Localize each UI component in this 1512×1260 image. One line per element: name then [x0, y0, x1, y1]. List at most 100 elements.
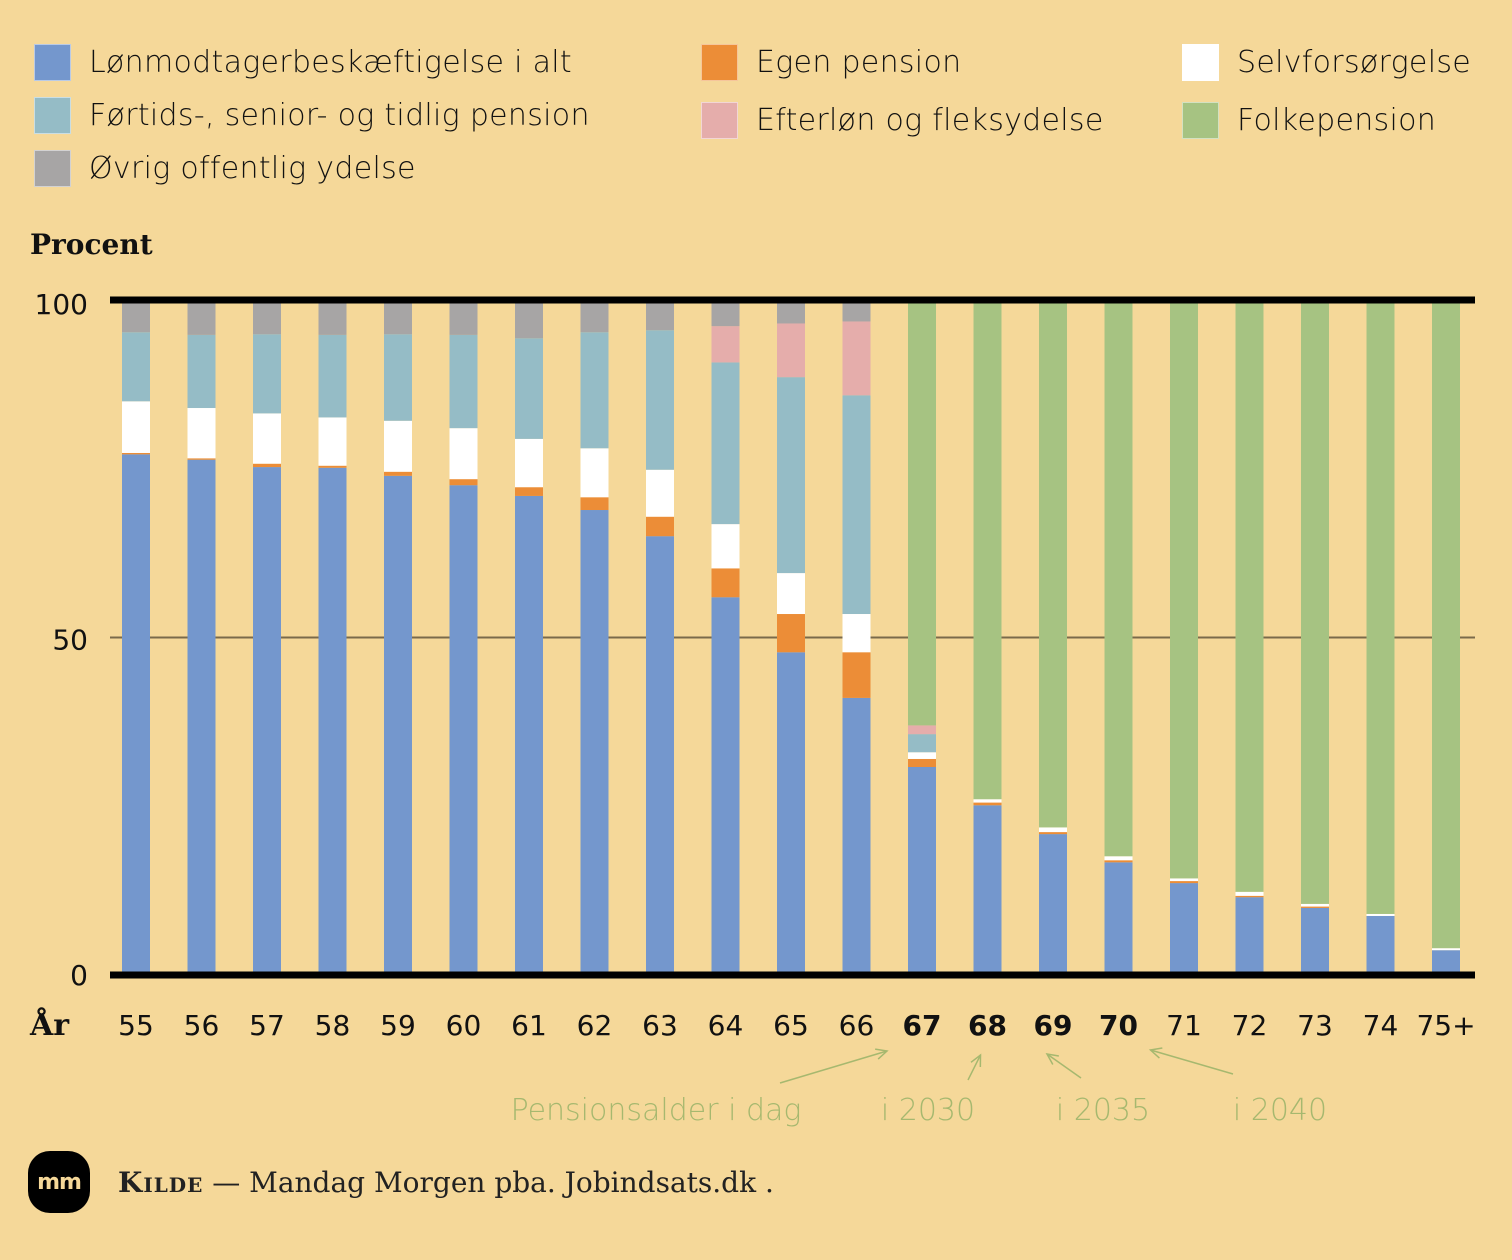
x-tick-label: 58 [315, 1009, 351, 1042]
legend-item-folkepension: Folkepension [1182, 100, 1436, 140]
bar-segment [1235, 897, 1264, 973]
footer: mm Kilde — Mandag Morgen pba. Jobindsats… [28, 1151, 774, 1213]
bar-segment [580, 448, 609, 498]
x-tick-label: 60 [446, 1009, 482, 1042]
bar-group-75+ [1432, 302, 1460, 973]
legend-item-egen-pension: Egen pension [701, 42, 961, 82]
legend-swatch [1182, 43, 1219, 81]
source-text: Mandag Morgen pba. Jobindsats.dk . [249, 1165, 774, 1199]
bar-segment [580, 332, 609, 449]
annotation-label: i 2035 [1056, 1093, 1150, 1128]
bars [122, 302, 1460, 973]
bar-group-68 [973, 302, 1002, 973]
bar-segment [384, 471, 412, 476]
legend-swatch [34, 96, 71, 134]
x-tick-label: 65 [773, 1009, 809, 1042]
annotation: i 2035 [1045, 1053, 1150, 1128]
bar-segment [973, 799, 1002, 803]
bar-group-59 [384, 302, 412, 973]
bar-segment [515, 338, 543, 439]
bar-segment [580, 510, 609, 973]
annotation-arrow [1046, 1053, 1082, 1079]
bar-segment [1039, 832, 1067, 835]
x-tick-label: 70 [1099, 1009, 1138, 1042]
legend-swatch [701, 101, 738, 139]
x-axis-title: År [29, 1007, 70, 1043]
bar-group-61 [515, 302, 543, 973]
annotation-label: i 2030 [881, 1093, 975, 1128]
bar-group-73 [1301, 302, 1329, 973]
legend-item-loenmodtager: Lønmodtagerbeskæftigelse i alt [34, 42, 572, 82]
source-line: Kilde — Mandag Morgen pba. Jobindsats.dk… [118, 1166, 774, 1199]
bar-segment [711, 568, 740, 598]
bar-group-58 [318, 302, 347, 973]
x-tick-label: 71 [1166, 1009, 1202, 1042]
bar-segment [253, 413, 281, 464]
bar-group-71 [1170, 302, 1198, 973]
bar-segment [908, 767, 936, 973]
x-tick-label: 75+ [1416, 1009, 1475, 1042]
x-tick-label: 72 [1232, 1009, 1268, 1042]
bar-segment [646, 330, 674, 470]
bar-segment [515, 495, 543, 973]
bar-segment [777, 302, 805, 324]
bar-segment [384, 475, 412, 973]
legend-label: Selvforsørgelse [1237, 44, 1472, 80]
bar-segment [842, 614, 871, 653]
bar-segment [187, 302, 216, 335]
bar-segment [777, 652, 805, 973]
legend-swatch [34, 43, 71, 81]
bar-segment [908, 734, 936, 753]
bar-segment [122, 332, 150, 402]
bar-segment [580, 497, 609, 511]
bar-segment [1039, 302, 1067, 828]
legend-label: Egen pension [756, 44, 962, 80]
bar-segment [187, 408, 216, 459]
bar-segment [449, 485, 478, 973]
bar-segment [318, 465, 347, 468]
x-tick-label: 56 [184, 1009, 220, 1042]
annotation-label: i 2040 [1233, 1093, 1327, 1128]
bar-segment [777, 377, 805, 574]
bar-segment [842, 321, 871, 396]
x-tick-label: 68 [968, 1009, 1007, 1042]
bar-segment [253, 463, 281, 468]
bar-group-67 [908, 302, 936, 973]
legend-swatch [1182, 101, 1219, 139]
bar-segment [1170, 881, 1198, 884]
x-tick-label: 66 [839, 1009, 875, 1042]
bar-segment [122, 454, 150, 973]
bar-segment [318, 334, 347, 418]
legend-label: Førtids-, senior- og tidlig pension [89, 97, 590, 133]
bar-segment [1235, 895, 1264, 898]
legend-label: Efterløn og fleksydelse [756, 102, 1104, 138]
arrowhead-icon [875, 1048, 889, 1060]
y-tick-label: 50 [52, 624, 88, 657]
x-ticks: År 55 56 57 58 59 60 61 62 63 64 65 66 67 68 69 70 71 72 7… [29, 1007, 1476, 1043]
source-dash: — [212, 1165, 241, 1199]
x-tick-label: 74 [1363, 1009, 1399, 1042]
bar-group-70 [1104, 302, 1133, 973]
bar-group-60 [449, 302, 478, 973]
bar-segment [1235, 302, 1264, 892]
bar-segment [253, 334, 281, 414]
legend-item-oevrig: Øvrig offentlig ydelse [34, 148, 416, 188]
bar-segment [842, 302, 871, 322]
bar-group-65 [777, 302, 805, 973]
bar-segment [973, 302, 1002, 800]
bar-segment [122, 401, 150, 453]
legend-label: Lønmodtagerbeskæftigelse i alt [89, 44, 572, 80]
bar-segment [449, 302, 478, 335]
bar-segment [384, 420, 412, 472]
legend-item-selvforsoergelse: Selvforsørgelse [1182, 42, 1471, 82]
bar-segment [384, 302, 412, 335]
bar-segment [908, 758, 936, 768]
bar-group-57 [253, 302, 281, 973]
bar-segment [1366, 913, 1395, 916]
bar-group-63 [646, 302, 674, 973]
bar-segment [646, 469, 674, 517]
bar-segment [515, 302, 543, 339]
bar-segment [384, 334, 412, 421]
bar-segment [646, 516, 674, 537]
